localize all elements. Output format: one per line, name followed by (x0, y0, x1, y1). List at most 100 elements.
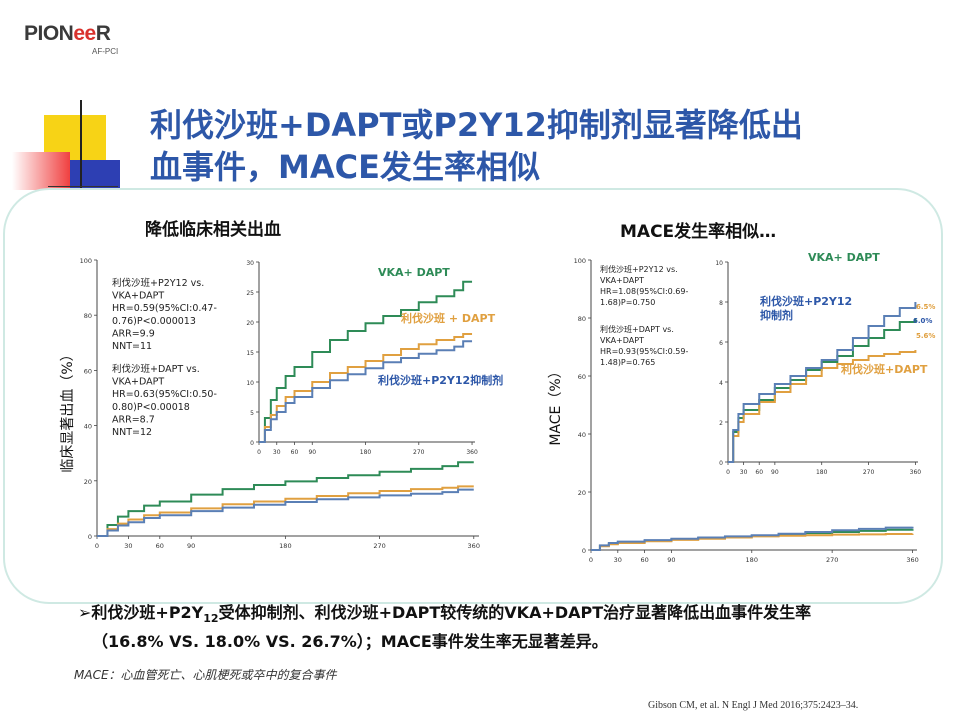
title-line-1: 利伐沙班+DAPT或P2Y12抑制剂显著降低出 (150, 106, 803, 144)
c2-label-riva-dapt: 利伐沙班+DAPT (841, 362, 928, 376)
deco-divider-line (80, 100, 82, 210)
c2-main-y-tick-label: 80 (578, 315, 586, 323)
c2-ylabel: MACE（%） (548, 364, 564, 445)
c1-inset-y-tick-label: 15 (246, 350, 254, 357)
c1-inset-y-tick-label: 0 (250, 440, 254, 447)
c2-inset-x-tick-label: 30 (740, 469, 748, 476)
c1-annotation-2-line: 0.80)P<0.00018 (112, 402, 190, 413)
c2-inset-line-riva_p2y12 (728, 302, 917, 463)
page-title: 利伐沙班+DAPT或P2Y12抑制剂显著降低出 血事件，MACE发生率相似 (150, 104, 930, 188)
c1-inset-y-tick-label: 25 (246, 290, 254, 297)
c1-main-x-tick-label: 360 (468, 542, 480, 550)
c1-annotation-1-line: ARR=9.9 (112, 328, 155, 339)
c2-main-x-tick-label: 360 (906, 556, 918, 564)
c2-end-label-riva-p2y12: 6.5% (916, 303, 935, 311)
c1-main-x-tick-label: 0 (95, 542, 99, 550)
c2-label-riva-p2y12-2: 抑制剂 (760, 308, 793, 322)
c2-main-x-tick-label: 30 (614, 556, 622, 564)
c1-inset-x-tick-label: 180 (360, 449, 372, 456)
c1-inset-x-tick-label: 90 (308, 449, 316, 456)
c1-annotation-1-line: NNT=11 (112, 341, 152, 352)
c1-label-riva-p2y12: 利伐沙班+P2Y12抑制剂 (378, 373, 503, 387)
c2-main-line-vka (591, 528, 914, 551)
c2-inset-y-tick-label: 0 (719, 460, 723, 467)
c1-main-x-tick-label: 30 (124, 542, 132, 550)
c1-inset-bg (239, 256, 483, 458)
c1-inset-y-tick-label: 30 (246, 260, 254, 267)
c2-inset-x-tick-label: 180 (816, 469, 828, 476)
conclusion-bullet: ➢利伐沙班+P2Y12受体抑制剂、利伐沙班+DAPT较传统的VKA+DAPT治疗… (78, 603, 812, 626)
c1-main-x-tick-label: 180 (279, 542, 291, 550)
c1-inset-x-tick-label: 0 (257, 449, 261, 456)
c2-main-x-tick-label: 180 (746, 556, 758, 564)
pioneer-logo: PIONeeR (24, 22, 111, 45)
c2-inset-x-tick-label: 0 (726, 469, 730, 476)
bullet-marker: ➢ (78, 603, 92, 622)
c1-main-line-vka (97, 461, 474, 537)
c2-end-label-vka: 6.0% (913, 317, 932, 325)
c2-inset-y-tick-label: 10 (715, 260, 723, 267)
c1-inset-line-riva_p2y12 (259, 340, 473, 443)
c2-annotation-2-line: 1.48)P=0.765 (600, 358, 655, 367)
c1-annotation-1-line: VKA+DAPT (112, 291, 164, 302)
c1-inset-x-tick-label: 360 (466, 449, 478, 456)
c2-inset-x-tick-label: 90 (771, 469, 779, 476)
c1-annotation-1-line: 利伐沙班+P2Y12 vs. (112, 277, 204, 289)
c2-label-riva-p2y12: 利伐沙班+P2Y12 (760, 294, 852, 308)
c2-main-x-tick-label: 60 (640, 556, 648, 564)
c2-inset-x-tick-label: 360 (910, 469, 922, 476)
c1-inset-y-tick-label: 10 (246, 380, 254, 387)
c2-inset-y-tick-label: 4 (719, 380, 723, 387)
c2-label-vka: VKA+ DAPT (808, 251, 880, 264)
c1-main-x-tick-label: 90 (187, 542, 195, 550)
c1-annotation-1-line: HR=0.59(95%CI:0.47- (112, 303, 217, 314)
c2-main-y-tick-label: 20 (578, 489, 586, 497)
c2-inset-y-tick-label: 2 (719, 420, 723, 427)
chart2-title: MACE发生率相似… (620, 222, 777, 242)
c1-main-y-tick-label: 80 (84, 312, 92, 320)
c1-annotation-2-line: HR=0.63(95%CI:0.50- (112, 389, 217, 400)
c1-label-vka: VKA+ DAPT (378, 266, 450, 279)
c2-main-x-tick-label: 90 (667, 556, 675, 564)
c2-main-line-riva_p2y12 (591, 526, 914, 551)
c1-label-riva-dapt: 利伐沙班 + DAPT (401, 311, 496, 325)
c1-inset-x-tick-label: 60 (291, 449, 299, 456)
c1-main-x-tick-label: 60 (156, 542, 164, 550)
c1-annotation-2-line: 利伐沙班+DAPT vs. (112, 363, 200, 375)
c1-annotation-2-line: VKA+DAPT (112, 377, 164, 388)
c2-annotation-1-line: 利伐沙班+P2Y12 vs. (600, 264, 678, 274)
c1-annotation-2-line: NNT=12 (112, 427, 152, 438)
citation: Gibson CM, et al. N Engl J Med 2016;375:… (648, 700, 859, 711)
c2-main-y-tick-label: 0 (582, 547, 586, 555)
chart1-title: 降低临床相关出血 (145, 220, 281, 240)
c1-main-line-riva_p2y12 (97, 488, 474, 537)
c2-main-x-tick-label: 270 (826, 556, 838, 564)
c1-inset-y-tick-label: 20 (246, 320, 254, 327)
c1-main-y-tick-label: 60 (84, 367, 92, 375)
c2-annotation-1-line: HR=1.08(95%CI:0.69- (600, 287, 688, 296)
c2-inset-y-tick-label: 6 (719, 340, 723, 347)
c2-inset-y-tick-label: 8 (719, 300, 723, 307)
c2-end-label-riva-dapt: 5.6% (916, 332, 935, 340)
title-line-2: 血事件，MACE发生率相似 (150, 148, 540, 186)
c2-annotation-2-line: 利伐沙班+DAPT vs. (600, 324, 674, 334)
c1-annotation-1-line: 0.76)P<0.000013 (112, 316, 196, 327)
c2-annotation-1-line: 1.68)P=0.750 (600, 298, 655, 307)
c2-annotation-2-line: HR=0.93(95%CI:0.59- (600, 347, 688, 356)
c1-annotation-2-line: ARR=8.7 (112, 414, 155, 425)
deco-red-block (12, 152, 70, 190)
c2-main-x-tick-label: 0 (589, 556, 593, 564)
c1-main-y-tick-label: 100 (80, 257, 92, 265)
c1-inset-y-tick-label: 5 (250, 410, 254, 417)
c2-annotation-1-line: VKA+DAPT (600, 276, 644, 285)
c1-inset-line-vka (259, 280, 473, 443)
c2-inset-x-tick-label: 60 (755, 469, 763, 476)
c1-main-x-tick-label: 270 (373, 542, 385, 550)
c2-main-y-tick-label: 100 (574, 257, 586, 265)
c1-main-y-tick-label: 0 (88, 533, 92, 541)
c1-inset-x-tick-label: 270 (413, 449, 425, 456)
conclusion-bullet-line2: （16.8% VS. 18.0% VS. 26.7%）；MACE事件发生率无显著… (92, 632, 608, 651)
c1-ylabel: 临床显著出血（%） (60, 347, 76, 472)
c2-annotation-2-line: VKA+DAPT (600, 336, 644, 345)
